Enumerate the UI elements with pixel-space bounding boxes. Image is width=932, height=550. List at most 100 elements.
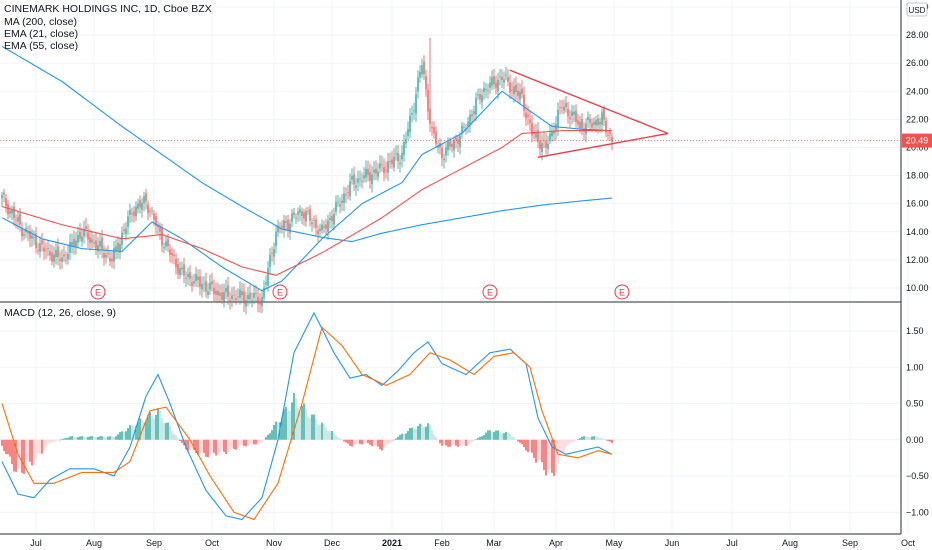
candle-body [529, 119, 531, 124]
macd-histogram-bar [177, 437, 179, 440]
macd-histogram-bar [497, 430, 499, 440]
candle-body [611, 136, 613, 143]
macd-histogram-bar [327, 430, 329, 440]
macd-histogram-bar [589, 437, 591, 440]
last-price-value: 20.49 [906, 136, 929, 146]
macd-histogram-bar [365, 439, 367, 443]
earnings-marker-label: E [487, 288, 493, 298]
macd-histogram-bar [25, 439, 27, 469]
macd-histogram-bar [101, 436, 103, 440]
candle-body [105, 254, 107, 258]
macd-histogram-bar [181, 439, 183, 444]
legend-ema55[interactable]: EMA (55, close) [4, 40, 78, 52]
macd-tick-label: 0.00 [906, 435, 924, 445]
currency-badge[interactable] [906, 2, 928, 17]
macd-histogram-bar [379, 439, 381, 450]
candle-body [191, 282, 193, 287]
candle-body [525, 112, 527, 119]
earnings-marker-circle [90, 284, 106, 300]
macd-histogram-bar [585, 436, 587, 440]
candle-body [89, 237, 91, 243]
candle-body [491, 77, 493, 86]
macd-histogram-bar [565, 439, 567, 447]
macd-histogram-bar [107, 436, 109, 440]
candle-body [403, 142, 405, 155]
candle-body [571, 111, 573, 117]
macd-histogram-bar [307, 416, 309, 440]
candle-body [179, 268, 181, 276]
macd-histogram-bar [119, 432, 121, 440]
time-tick-label: May [605, 538, 623, 548]
macd-histogram-bar [543, 439, 545, 471]
time-tick-label: Aug [782, 538, 798, 548]
macd-histogram-bar [449, 439, 451, 447]
time-axis: Jul Aug Sep Oct Nov Dec 2021 Feb Mar Apr May Jun Jul… [30, 538, 915, 548]
macd-histogram-bar [335, 435, 337, 440]
candle-body [453, 139, 455, 151]
macd-histogram-bar [45, 439, 47, 448]
macd-histogram-bar [187, 439, 189, 452]
candle-body [591, 123, 593, 128]
candle-body [315, 219, 317, 228]
candle-body [513, 86, 515, 95]
macd-histogram-bar [215, 439, 217, 456]
macd-histogram-bar [593, 436, 595, 440]
candle-body [329, 217, 331, 220]
candle-body [485, 89, 487, 91]
legend-ma200[interactable]: MA (200, close) [4, 16, 77, 28]
candle-body [401, 152, 403, 160]
candle-body [405, 139, 407, 144]
legend-ema21[interactable]: EMA (21, close) [4, 28, 78, 40]
macd-histogram-bar [205, 439, 207, 457]
macd-histogram-bar [53, 439, 55, 442]
candle-body [133, 211, 135, 216]
macd-histogram-bar [151, 415, 153, 440]
macd-histogram-bar [431, 430, 433, 440]
candle-body [539, 141, 541, 150]
legend-macd[interactable]: MACD (12, 26, close, 9) [4, 307, 116, 319]
macd-histogram-bar [283, 409, 285, 440]
candle-body [549, 133, 551, 141]
macd-histogram-bar [503, 433, 505, 440]
macd-histogram-bar [81, 436, 83, 440]
candle-body [361, 180, 363, 183]
macd-histogram-bar [525, 439, 527, 451]
candle-body [521, 88, 523, 95]
candle-body [217, 290, 219, 296]
candle-body [381, 164, 383, 166]
macd-histogram-bar [523, 439, 525, 448]
macd-histogram-bar [295, 398, 297, 440]
candle-body [293, 212, 295, 215]
macd-histogram-bar [99, 436, 101, 440]
candle-body [309, 209, 311, 221]
candle-body [335, 201, 337, 212]
macd-histogram-bar [521, 439, 523, 445]
macd-histogram-bar [247, 439, 249, 446]
macd-histogram-bar [15, 439, 17, 472]
macd-histogram-bar [549, 439, 551, 469]
macd-histogram-bar [203, 439, 205, 453]
macd-histogram-bar [609, 439, 611, 442]
candle-body [33, 237, 35, 239]
macd-histogram-bar [189, 439, 191, 451]
macd-histogram-bar [75, 437, 77, 440]
candle-body [23, 234, 25, 236]
indicator-lines [1, 45, 669, 292]
candle-body [483, 87, 485, 92]
macd-histogram-bar [489, 430, 491, 440]
macd-tick-label: −0.50 [906, 471, 929, 481]
macd-histogram-bar [253, 439, 255, 445]
candle-body [41, 240, 43, 245]
candle-body [153, 213, 155, 220]
macd-histogram-bar [227, 439, 229, 453]
time-tick-label: Sep [146, 538, 162, 548]
macd-histogram-bar [167, 422, 169, 440]
macd-histogram-bar [451, 439, 453, 446]
candle-body [421, 65, 423, 75]
macd-histogram-bar [531, 439, 533, 453]
candle-body [151, 210, 153, 212]
candle-body [535, 132, 537, 138]
candle-body [303, 212, 305, 219]
macd-histogram-bar [573, 439, 575, 442]
candle-body [299, 209, 301, 213]
